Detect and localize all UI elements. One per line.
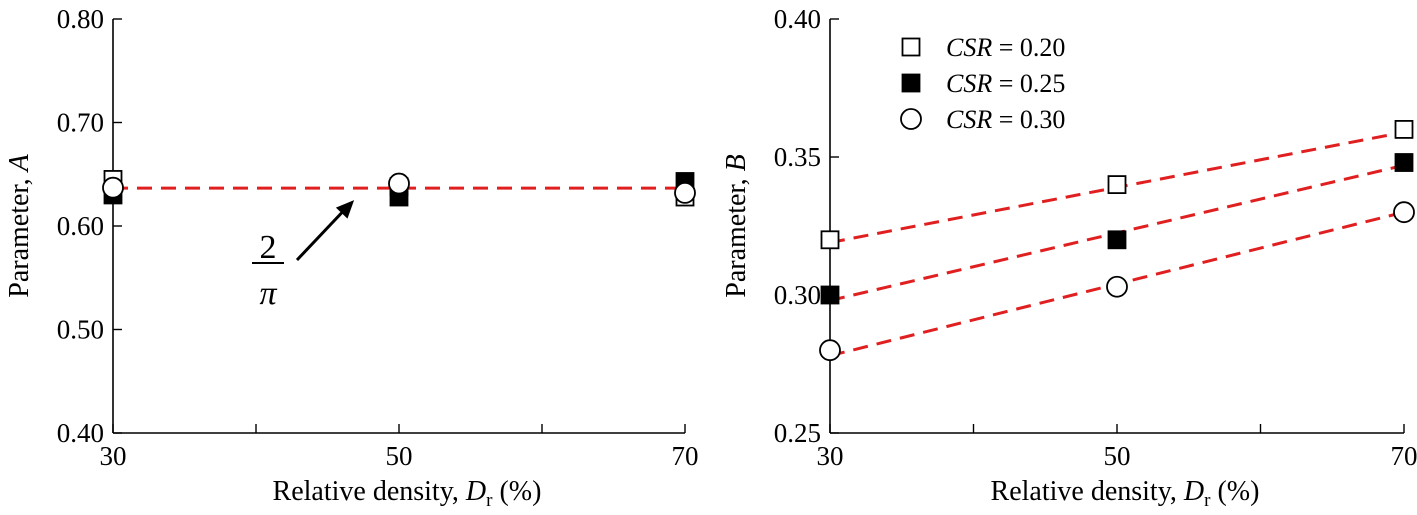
legend-item: CSR = 0.25 [903,69,1066,98]
data-point [389,174,409,194]
legend-label: CSR = 0.30 [946,105,1065,134]
y-tick-label: 0.25 [774,418,821,448]
annotation-arrow-shaft [297,208,346,260]
data-point [675,183,695,203]
x-tick-label: 50 [386,441,413,471]
x-axis-title: Relative density, Dr (%) [991,476,1260,510]
y-tick-label: 0.60 [57,211,104,241]
y-tick-label: 0.40 [774,4,821,34]
legend-marker [903,75,920,92]
y-axis-title: Parameter, A [4,153,35,297]
annotation-numerator: 2 [260,229,277,266]
data-point [822,231,839,248]
x-tick-label: 70 [672,441,699,471]
data-point [1396,154,1413,171]
x-tick-label: 70 [1391,441,1417,471]
chart-panel-2: 0.25 0.30 0.35 0.40 30 50 70 Relative density, … [721,4,1417,510]
y-tick-label: 0.40 [57,418,104,448]
chart-panel-1: 0.40 0.50 0.60 0.70 0.80 30 50 70 Relative densi… [4,4,699,510]
data-point [1109,231,1126,248]
data-point [1109,176,1126,193]
x-tick-label: 30 [817,441,844,471]
data-point [822,287,839,304]
x-tick-label: 30 [100,441,127,471]
legend-item: CSR = 0.30 [901,105,1065,134]
x-tick-label: 50 [1104,441,1131,471]
y-tick-label: 0.70 [57,108,104,138]
data-point [1107,277,1127,297]
legend-marker [903,39,920,56]
legend: CSR = 0.20 CSR = 0.25 CSR = 0.30 [901,33,1065,134]
data-point [103,178,123,198]
x-axis-title: Relative density, Dr (%) [273,476,542,510]
data-point [1396,121,1413,138]
annotation-denominator: π [259,275,277,312]
legend-label: CSR = 0.25 [946,69,1065,98]
y-tick-label: 0.50 [57,315,104,345]
y-tick-label: 0.30 [774,280,821,310]
y-tick-label: 0.80 [57,4,104,34]
legend-label: CSR = 0.20 [946,33,1065,62]
data-point [820,340,840,360]
legend-item: CSR = 0.20 [903,33,1066,62]
y-tick-label: 0.35 [774,142,821,172]
data-point [1394,202,1414,222]
y-axis-title: Parameter, B [721,154,752,297]
legend-marker [901,109,921,129]
